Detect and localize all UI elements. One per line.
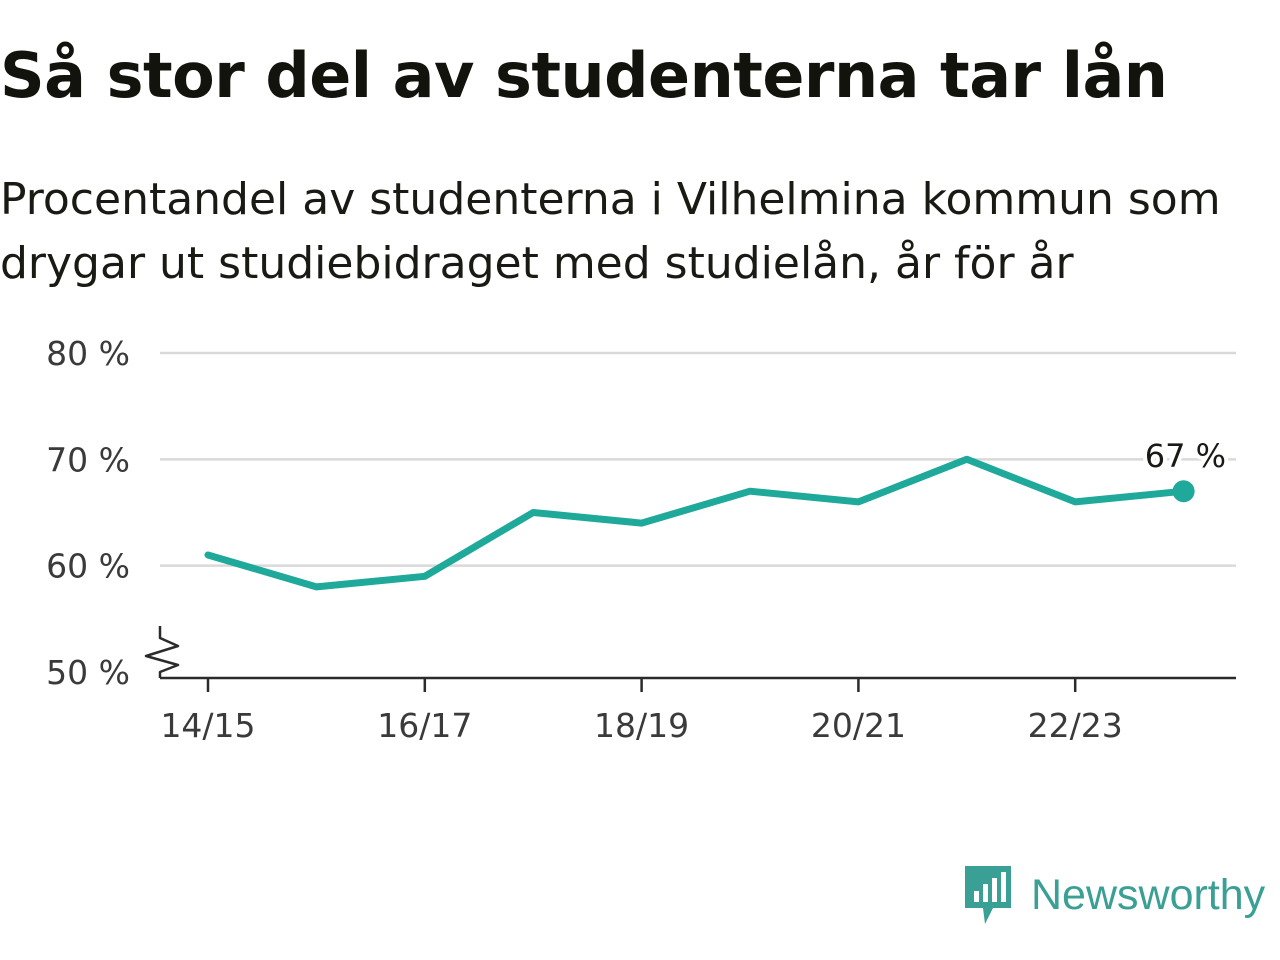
annotation-layer: 67 %67 % xyxy=(1141,433,1230,479)
last-point-label-halo: 67 % xyxy=(1145,437,1226,475)
x-tick-label: 16/17 xyxy=(377,706,472,745)
x-tick-label: 20/21 xyxy=(811,706,906,745)
axis-break-symbol xyxy=(144,626,180,678)
series-line-0 xyxy=(204,455,1188,591)
x-tick-label: 18/19 xyxy=(594,706,689,745)
newsworthy-logo-icon xyxy=(965,866,1011,924)
series-layer xyxy=(204,455,1195,591)
grid-lines xyxy=(160,351,1236,567)
brand-name: Newsworthy xyxy=(1031,870,1266,919)
brand-logo: Newsworthy xyxy=(963,862,1265,928)
x-axis: 14/15 16/17 18/19 20/21 22/23 xyxy=(144,626,1236,745)
chart-subtitle: Procentandel av studenterna i Vilhelmina… xyxy=(0,174,1221,289)
y-axis-ticks: 50 % 60 % 70 % 80 % xyxy=(46,334,130,692)
last-point-label: 67 % xyxy=(1145,437,1226,475)
x-tick-label: 22/23 xyxy=(1028,706,1123,745)
y-tick-label: 60 % xyxy=(46,547,130,586)
y-tick-label: 70 % xyxy=(46,440,130,479)
x-tick-label: 14/15 xyxy=(160,706,255,745)
chart-title: Så stor del av studenterna tar lån xyxy=(0,39,1168,112)
y-tick-label: 50 % xyxy=(46,653,130,692)
last-point-marker xyxy=(1172,480,1195,503)
y-tick-label: 80 % xyxy=(46,334,130,373)
